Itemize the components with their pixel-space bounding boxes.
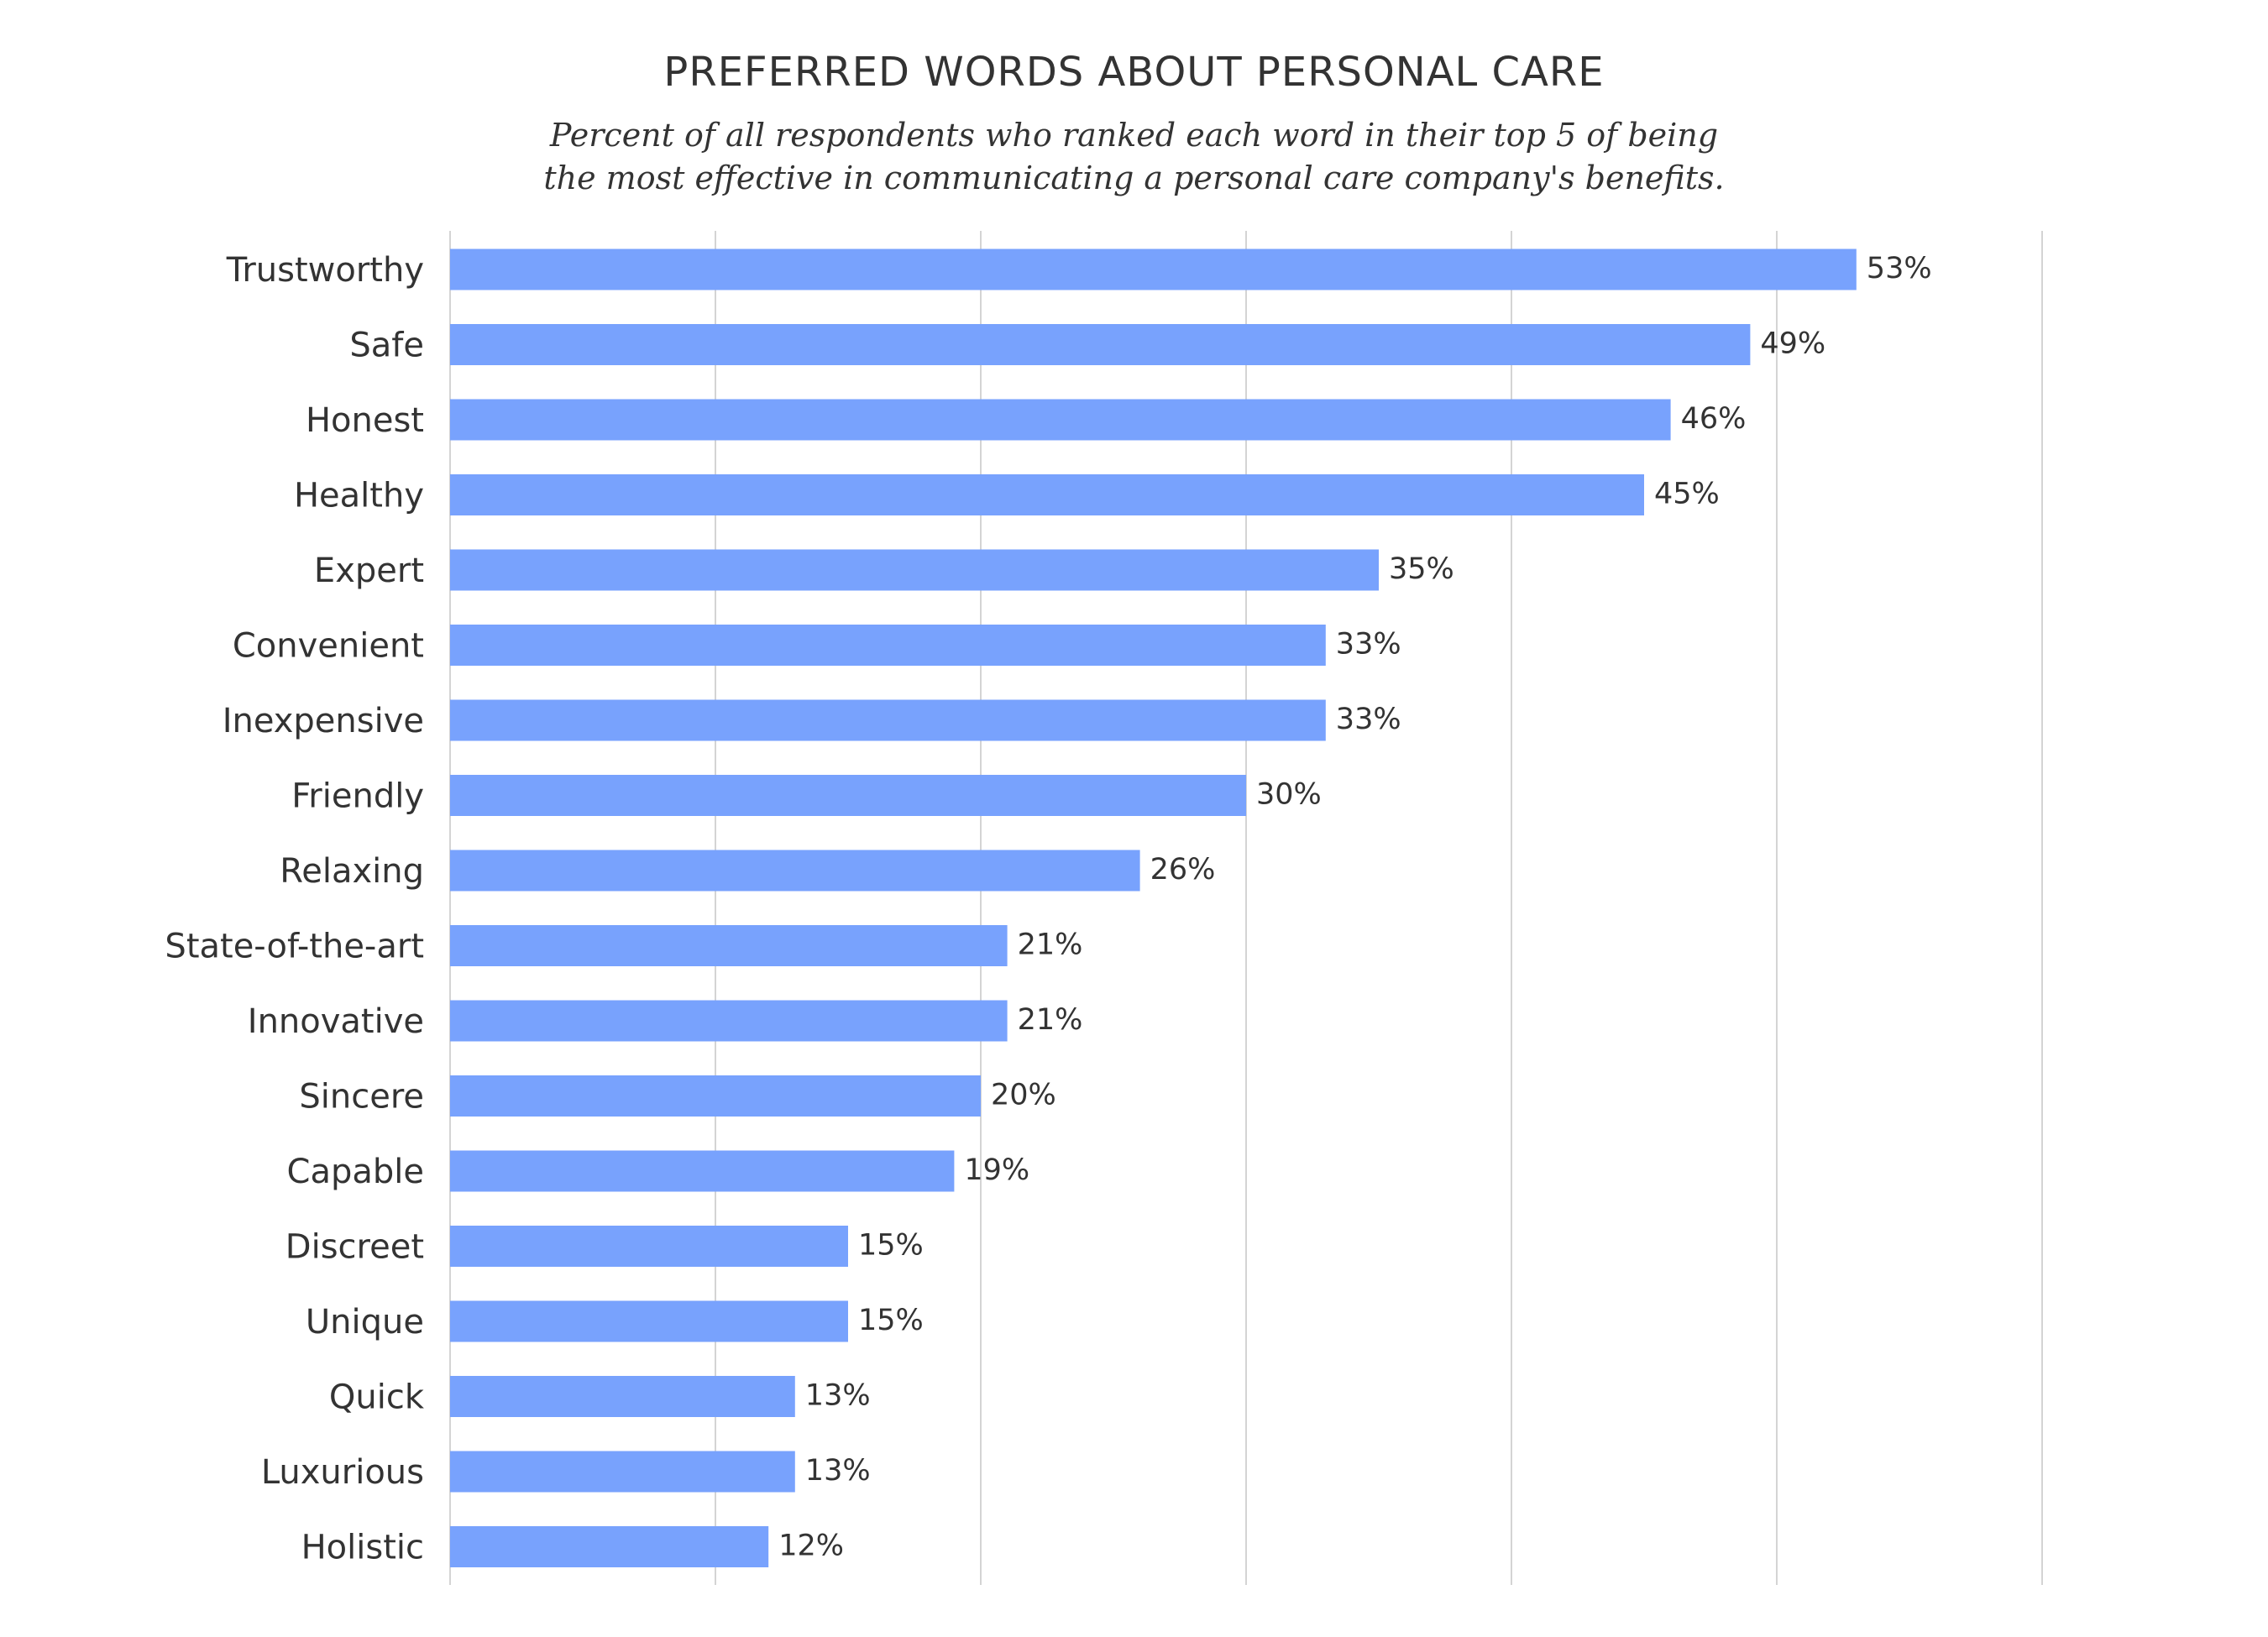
data-label: 21% bbox=[1018, 1003, 1083, 1037]
category-label: Safe bbox=[349, 327, 424, 365]
bar bbox=[450, 775, 1246, 816]
category-label: Relaxing bbox=[280, 852, 424, 891]
data-label: 35% bbox=[1389, 552, 1454, 586]
gridlines bbox=[449, 231, 2043, 1585]
category-label: Luxurious bbox=[261, 1453, 424, 1492]
category-label: Quick bbox=[329, 1378, 425, 1417]
category-labels: Trustworthy Safe Honest Healthy Expert Conven… bbox=[165, 251, 424, 1567]
value-labels: 53% 49% 46% 45% 35% 33% 33% 30% 26% 21% 21% 20% 19% 1… bbox=[778, 252, 1931, 1563]
category-label: Inexpensive bbox=[223, 702, 424, 740]
category-label: Trustworthy bbox=[226, 251, 424, 290]
chart-subtitle: Percent of all respondents who ranked ea… bbox=[0, 114, 2268, 200]
bar bbox=[450, 850, 1140, 892]
bar bbox=[450, 625, 1326, 666]
data-label: 53% bbox=[1867, 252, 1932, 285]
category-label: Discreet bbox=[285, 1228, 424, 1267]
bar bbox=[450, 925, 1008, 966]
data-label: 49% bbox=[1760, 327, 1825, 361]
data-label: 21% bbox=[1018, 928, 1083, 962]
data-label: 12% bbox=[778, 1530, 844, 1563]
bar bbox=[450, 324, 1751, 365]
chart-subtitle-line-1: Percent of all respondents who ranked ea… bbox=[549, 117, 1719, 154]
category-label: Expert bbox=[314, 552, 424, 590]
data-label: 13% bbox=[805, 1454, 871, 1488]
chart-subtitle-line-2: the most effective in communicating a pe… bbox=[543, 160, 1725, 196]
category-label: Sincere bbox=[299, 1078, 424, 1117]
bar bbox=[450, 474, 1644, 515]
category-label: Innovative bbox=[248, 1002, 424, 1041]
bar bbox=[450, 1226, 848, 1267]
data-label: 33% bbox=[1336, 703, 1401, 736]
data-label: 33% bbox=[1336, 628, 1401, 662]
category-label: Capable bbox=[287, 1153, 424, 1191]
category-label: Convenient bbox=[233, 627, 424, 666]
bar bbox=[450, 1075, 981, 1117]
bar bbox=[450, 1150, 955, 1192]
bar bbox=[450, 549, 1379, 591]
data-label: 20% bbox=[991, 1079, 1056, 1112]
data-label: 19% bbox=[964, 1153, 1029, 1187]
category-label: State-of-the-art bbox=[165, 928, 424, 966]
bars bbox=[450, 248, 1857, 1567]
bar bbox=[450, 399, 1671, 441]
category-label: Honest bbox=[306, 401, 424, 440]
data-label: 15% bbox=[858, 1229, 924, 1263]
category-label: Friendly bbox=[291, 777, 424, 816]
bar bbox=[450, 1300, 848, 1342]
bar bbox=[450, 699, 1326, 741]
category-label: Holistic bbox=[301, 1529, 424, 1567]
data-label: 15% bbox=[858, 1304, 924, 1337]
data-label: 45% bbox=[1654, 478, 1720, 511]
bar bbox=[450, 248, 1857, 290]
bar bbox=[450, 1376, 795, 1417]
data-label: 30% bbox=[1256, 778, 1322, 812]
data-label: 46% bbox=[1681, 402, 1747, 436]
bar bbox=[450, 1526, 769, 1567]
data-label: 26% bbox=[1150, 853, 1216, 886]
category-label: Unique bbox=[306, 1303, 424, 1342]
chart-title: PREFERRED WORDS ABOUT PERSONAL CARE bbox=[663, 49, 1605, 96]
bar bbox=[450, 1451, 795, 1493]
data-label: 13% bbox=[805, 1379, 871, 1413]
bar bbox=[450, 1000, 1008, 1042]
category-label: Healthy bbox=[294, 477, 424, 515]
